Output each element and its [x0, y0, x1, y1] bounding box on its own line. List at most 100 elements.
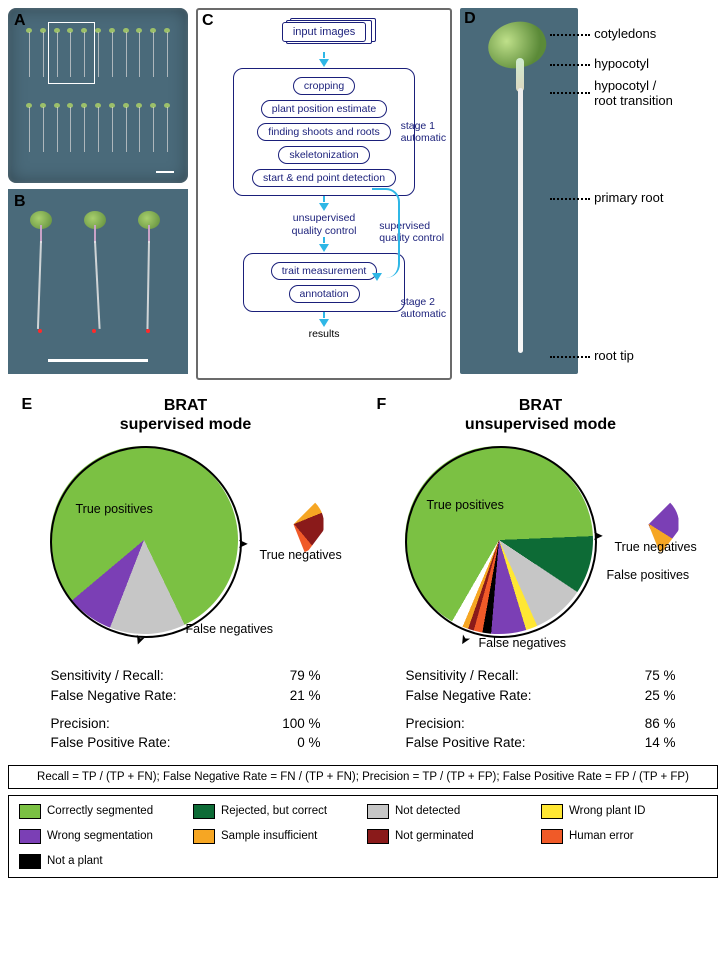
arrow-icon	[372, 273, 382, 281]
leader-line	[550, 92, 590, 94]
flow-step: finding shoots and roots	[257, 123, 391, 141]
scalebar-b	[48, 359, 148, 362]
pie-area-e: True positives True negatives False nega…	[16, 440, 356, 650]
leader-line	[550, 356, 590, 358]
tn-label: True negatives	[615, 540, 697, 554]
stat-value: 86 %	[645, 714, 676, 734]
col-ab: A	[8, 8, 188, 380]
legend-item: Wrong plant ID	[541, 804, 707, 819]
seedling-closeup	[460, 8, 578, 374]
stats-e: Sensitivity / Recall: 79 % False Negative…	[51, 666, 321, 752]
legend-label: Wrong plant ID	[569, 805, 646, 817]
legend-label: Not a plant	[47, 855, 103, 867]
anatomy-label: primary root	[594, 190, 663, 205]
input-stack: input images	[282, 22, 366, 52]
stat-label: False Positive Rate:	[406, 733, 526, 753]
legend-swatch	[193, 829, 215, 844]
flow-step: skeletonization	[278, 146, 369, 164]
anatomy-label: root tip	[594, 348, 634, 363]
legend-label: Not detected	[395, 805, 460, 817]
panel-a: A	[8, 8, 188, 183]
scalebar-a	[156, 171, 174, 173]
pie-main	[405, 446, 593, 634]
stat-value: 25 %	[645, 686, 676, 706]
tp-label: True positives	[76, 502, 153, 516]
legend-label: Not germinated	[395, 830, 474, 842]
curve-arrow	[372, 188, 400, 278]
chart-f: F BRAT unsupervised mode True positives …	[371, 396, 711, 753]
charts-row: E BRAT supervised mode True positives Tr…	[0, 396, 726, 753]
stat-value: 14 %	[645, 733, 676, 753]
stage2-label: stage 2 automatic	[401, 296, 447, 320]
unsupervised-label: unsupervised quality control	[292, 212, 357, 237]
stat-value: 0 %	[297, 733, 320, 753]
legend-item: Not detected	[367, 804, 533, 819]
selection-box	[48, 22, 95, 84]
chart-title: BRAT supervised mode	[120, 396, 252, 434]
stat-label: False Positive Rate:	[51, 733, 171, 753]
flow-step: trait measurement	[271, 262, 378, 280]
panel-b-wrap: B	[8, 189, 188, 374]
stat-label: Sensitivity / Recall:	[406, 666, 519, 686]
flow-step: start & end point detection	[252, 169, 396, 187]
anatomy-label: hypocotyl	[594, 56, 649, 71]
panel-label-d: D	[464, 10, 476, 28]
legend-swatch	[367, 804, 389, 819]
legend-swatch	[367, 829, 389, 844]
tp-label: True positives	[427, 498, 504, 512]
legend-item: Sample insufficient	[193, 829, 359, 844]
flowchart: input images cropping plant position est…	[206, 20, 442, 341]
legend-item: Not germinated	[367, 829, 533, 844]
stat-value: 21 %	[290, 686, 321, 706]
pie-main	[50, 446, 238, 634]
legend-swatch	[19, 829, 41, 844]
pie-area-f: True positives True negatives False posi…	[371, 440, 711, 650]
fp-label: False positives	[607, 568, 690, 582]
arrow-icon	[319, 319, 329, 327]
arrow-icon	[319, 59, 329, 67]
flow-step: cropping	[293, 77, 355, 95]
pie-side	[264, 494, 324, 554]
stat-label: Sensitivity / Recall:	[51, 666, 164, 686]
leader-line	[550, 198, 590, 200]
anatomy-label: cotyledons	[594, 26, 656, 41]
legend-label: Wrong segmentation	[47, 830, 153, 842]
stat-value: 79 %	[290, 666, 321, 686]
panel-label-a: A	[14, 12, 26, 30]
anatomy-label: hypocotyl / root transition	[594, 78, 673, 108]
stat-label: False Negative Rate:	[51, 686, 177, 706]
legend-label: Rejected, but correct	[221, 805, 327, 817]
panel-b-img	[8, 189, 188, 374]
leader-line	[550, 64, 590, 66]
stat-value: 75 %	[645, 666, 676, 686]
fn-label: False negatives	[479, 636, 567, 650]
legend-box: Correctly segmented Rejected, but correct…	[8, 795, 718, 878]
seedling-row-top	[22, 28, 174, 78]
legend-swatch	[193, 804, 215, 819]
formula-box: Recall = TP / (TP + FN); False Negative …	[8, 765, 718, 789]
legend-item: Not a plant	[19, 854, 185, 869]
top-row: A	[0, 0, 726, 380]
results-label: results	[309, 328, 340, 341]
legend-item: Correctly segmented	[19, 804, 185, 819]
legend-label: Human error	[569, 830, 634, 842]
legend-label: Correctly segmented	[47, 805, 153, 817]
arrow-icon	[319, 203, 329, 211]
panel-label-b: B	[14, 193, 26, 211]
legend-swatch	[541, 804, 563, 819]
legend-swatch	[19, 804, 41, 819]
fn-label: False negatives	[186, 622, 274, 636]
panel-label-f: F	[377, 396, 387, 414]
stage1-label: stage 1 automatic	[401, 120, 447, 144]
stat-label: Precision:	[406, 714, 465, 734]
legend-item: Human error	[541, 829, 707, 844]
stats-f: Sensitivity / Recall:75 % False Negative…	[406, 666, 676, 752]
panel-label-c: C	[202, 12, 214, 30]
legend-label: Sample insufficient	[221, 830, 317, 842]
chart-title: BRAT unsupervised mode	[465, 396, 616, 434]
flow-step: plant position estimate	[261, 100, 387, 118]
stat-label: Precision:	[51, 714, 110, 734]
seedling-row-bottom	[22, 103, 174, 153]
legend-swatch	[541, 829, 563, 844]
leader-line	[550, 34, 590, 36]
